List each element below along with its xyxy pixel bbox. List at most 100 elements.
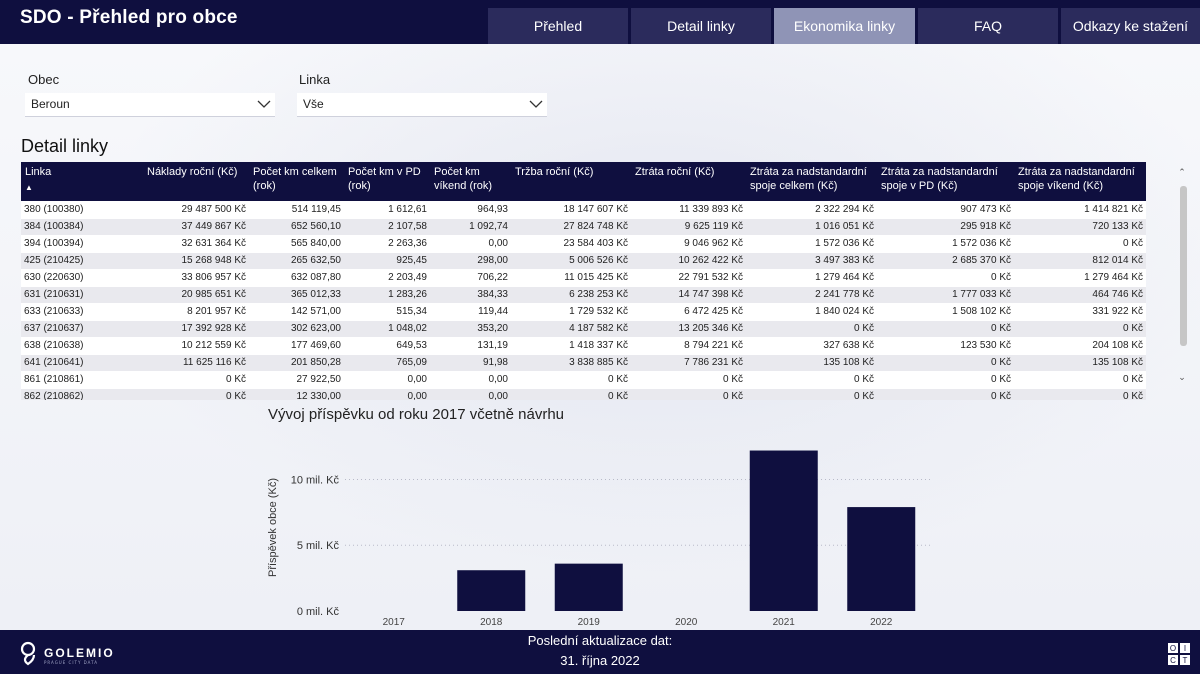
logo-text: GOLEMIO [44, 646, 115, 660]
golemio-logo-icon [20, 641, 36, 666]
table-cell: 14 747 398 Kč [631, 286, 746, 304]
table-cell: 91,98 [430, 354, 511, 372]
table-cell: 0 Kč [143, 371, 249, 389]
table-cell: 630 (220630) [21, 269, 143, 287]
table-cell: 720 133 Kč [1014, 218, 1146, 236]
table-cell: 0 Kč [877, 388, 1014, 400]
table-cell: 8 201 957 Kč [143, 303, 249, 321]
table-cell: 1 729 532 Kč [511, 303, 631, 321]
table-row[interactable]: 637 (210637) 17 392 928 Kč 302 623,00 1 048… [21, 320, 1146, 338]
table-row[interactable]: 425 (210425) 15 268 948 Kč 265 632,50 925,4… [21, 252, 1146, 270]
scroll-thumb[interactable] [1180, 186, 1187, 346]
table-cell: 131,19 [430, 337, 511, 355]
table-cell: 27 922,50 [249, 371, 344, 389]
table-row[interactable]: 631 (210631) 20 985 651 Kč 365 012,33 1 283… [21, 286, 1146, 304]
table-cell: 0,00 [430, 235, 511, 253]
tab-odkazy[interactable]: Odkazy ke stažení [1061, 8, 1200, 44]
table-cell: 353,20 [430, 320, 511, 338]
bar-2019[interactable] [554, 563, 623, 611]
table-cell: 1 612,61 [344, 201, 430, 219]
tab-ekonomika-linky[interactable]: Ekonomika linky [774, 8, 915, 44]
table-cell: 1 572 036 Kč [746, 235, 877, 253]
table-cell: 12 330,00 [249, 388, 344, 400]
bar-2018[interactable] [457, 570, 526, 611]
table-scrollbar[interactable]: ⌃ ⌄ [1176, 168, 1188, 386]
table-cell: 649,53 [344, 337, 430, 355]
table-cell: 1 048,02 [344, 320, 430, 338]
linka-select[interactable]: Vše [297, 93, 547, 117]
table-cell: 1 508 102 Kč [877, 303, 1014, 321]
table-cell: 0 Kč [1014, 388, 1146, 400]
table-cell: 812 014 Kč [1014, 252, 1146, 270]
column-header[interactable]: Ztráta za nadstandardní spoje celkem (Kč… [746, 162, 877, 201]
table-cell: 0 Kč [1014, 371, 1146, 389]
table-cell: 0 Kč [877, 269, 1014, 287]
table-cell: 298,00 [430, 252, 511, 270]
chevron-down-icon [257, 100, 271, 108]
table-cell: 33 806 957 Kč [143, 269, 249, 287]
table-cell: 2 107,58 [344, 218, 430, 236]
table-cell: 861 (210861) [21, 371, 143, 389]
scroll-down-icon[interactable]: ⌄ [1178, 373, 1186, 383]
table-cell: 0 Kč [511, 371, 631, 389]
table-cell: 638 (210638) [21, 337, 143, 355]
table-cell: 135 108 Kč [746, 354, 877, 372]
column-header[interactable]: Tržba roční (Kč) [511, 162, 631, 201]
table-cell: 11 339 893 Kč [631, 201, 746, 219]
sort-ascending-icon[interactable]: ▲ [25, 183, 33, 192]
table-cell: 380 (100380) [21, 201, 143, 219]
table-row[interactable]: 380 (100380) 29 487 500 Kč 514 119,45 1 612… [21, 201, 1146, 219]
table-row[interactable]: 630 (220630) 33 806 957 Kč 632 087,80 2 203… [21, 269, 1146, 287]
table-row[interactable]: 633 (210633) 8 201 957 Kč 142 571,00 515,34… [21, 303, 1146, 321]
tab-detail-linky[interactable]: Detail linky [631, 8, 771, 44]
table-cell: 1 777 033 Kč [877, 286, 1014, 304]
table-cell: 0 Kč [746, 371, 877, 389]
table-row[interactable]: 862 (210862) 0 Kč 12 330,00 0,00 0,00 0 Kč 0 K… [21, 388, 1146, 400]
table-cell: 0,00 [344, 371, 430, 389]
tab-prehled[interactable]: Přehled [488, 8, 628, 44]
top-bar: SDO - Přehled pro obce Přehled Detail li… [0, 0, 1200, 44]
column-header[interactable]: Linka ▲ [21, 162, 143, 201]
table-cell: 1 418 337 Kč [511, 337, 631, 355]
app-title: SDO - Přehled pro obce [20, 7, 238, 28]
table-cell: 142 571,00 [249, 303, 344, 321]
table-cell: 295 918 Kč [877, 218, 1014, 236]
column-header[interactable]: Náklady roční (Kč) [143, 162, 249, 201]
table-cell: 22 791 532 Kč [631, 269, 746, 287]
x-tick-label: 2018 [480, 617, 503, 628]
table-cell: 632 087,80 [249, 269, 344, 287]
logo-subtext: PRAGUE CITY DATA [44, 660, 98, 665]
column-header[interactable]: Ztráta za nadstandardní spoje víkend (Kč… [1014, 162, 1146, 201]
bar-2022[interactable] [847, 507, 916, 611]
table-cell: 331 922 Kč [1014, 303, 1146, 321]
y-axis-label: Příspěvek obce (Kč) [267, 478, 279, 577]
table-row[interactable]: 394 (100394) 32 631 364 Kč 565 840,00 2 263… [21, 235, 1146, 253]
table-cell: 425 (210425) [21, 252, 143, 270]
column-header[interactable]: Počet km v PD (rok) [344, 162, 430, 201]
table-cell: 384,33 [430, 286, 511, 304]
table-row[interactable]: 384 (100384) 37 449 867 Kč 652 560,10 2 107… [21, 218, 1146, 236]
column-header[interactable]: Ztráta roční (Kč) [631, 162, 746, 201]
table-cell: 2 241 778 Kč [746, 286, 877, 304]
column-header[interactable]: Ztráta za nadstandardní spoje v PD (Kč) [877, 162, 1014, 201]
table-row[interactable]: 641 (210641) 11 625 116 Kč 201 850,28 765,0… [21, 354, 1146, 372]
table-cell: 15 268 948 Kč [143, 252, 249, 270]
table-cell: 0 Kč [746, 320, 877, 338]
table-cell: 37 449 867 Kč [143, 218, 249, 236]
scroll-up-icon[interactable]: ⌃ [1178, 168, 1186, 178]
table-row[interactable]: 861 (210861) 0 Kč 27 922,50 0,00 0,00 0 Kč 0 K… [21, 371, 1146, 389]
table-cell: 10 212 559 Kč [143, 337, 249, 355]
column-header[interactable]: Počet km víkend (rok) [430, 162, 511, 201]
table-cell: 1 572 036 Kč [877, 235, 1014, 253]
table-cell: 0 Kč [511, 388, 631, 400]
table-cell: 6 238 253 Kč [511, 286, 631, 304]
table-cell: 5 006 526 Kč [511, 252, 631, 270]
table-row[interactable]: 638 (210638) 10 212 559 Kč 177 469,60 649,5… [21, 337, 1146, 355]
table-cell: 2 263,36 [344, 235, 430, 253]
obec-select[interactable]: Beroun [25, 93, 275, 117]
oict-letter: C [1170, 656, 1176, 665]
column-header[interactable]: Počet km celkem (rok) [249, 162, 344, 201]
tab-faq[interactable]: FAQ [918, 8, 1058, 44]
bar-2021[interactable] [749, 450, 818, 611]
y-tick-label: 5 mil. Kč [297, 540, 340, 552]
